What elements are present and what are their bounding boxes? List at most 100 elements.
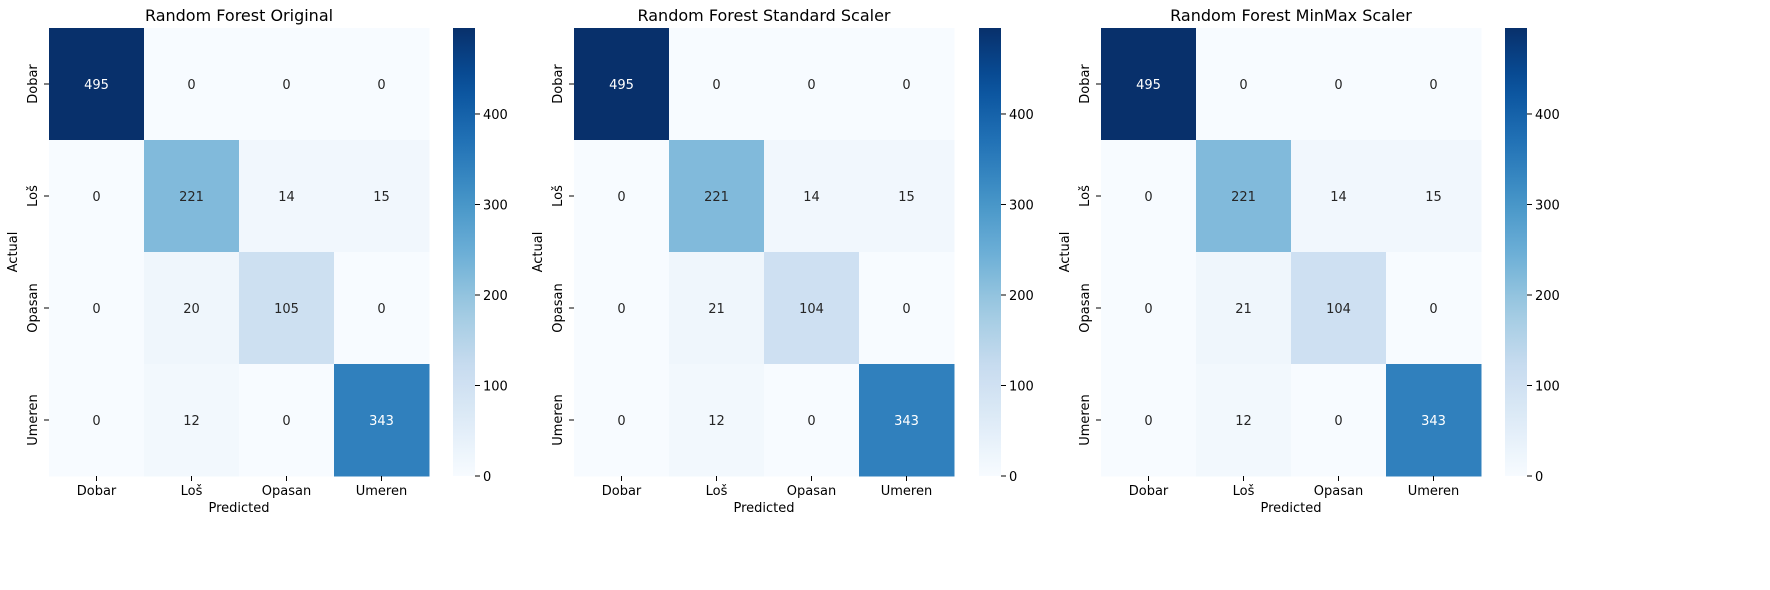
colorbar xyxy=(453,28,475,476)
heatmap-cell xyxy=(859,252,955,365)
colorbar-tick-label: 200 xyxy=(1009,289,1034,304)
y-tick-label: Loš xyxy=(551,185,566,207)
y-tick-label: Opasan xyxy=(26,283,41,332)
cell-value-label: 0 xyxy=(282,78,290,93)
cell-value-label: 343 xyxy=(1421,414,1446,429)
x-tick-label: Loš xyxy=(706,484,728,499)
cell-value-label: 0 xyxy=(1334,78,1342,93)
y-tick-label: Dobar xyxy=(551,64,566,104)
heatmap-cell xyxy=(49,364,145,477)
cell-value-label: 104 xyxy=(799,302,824,317)
x-axis-label: Predicted xyxy=(733,501,794,516)
cell-value-label: 0 xyxy=(1144,190,1152,205)
cell-value-label: 15 xyxy=(373,190,390,205)
heatmap-cell xyxy=(334,364,430,477)
heatmap-panel-3: Random Forest MinMax Scaler 495 0 0 0 0 221 14 1… xyxy=(1058,6,1560,516)
cell-value-label: 0 xyxy=(1144,302,1152,317)
heatmap-cell xyxy=(574,252,670,365)
x-tick-label: Umeren xyxy=(1408,484,1459,499)
heatmap-cell xyxy=(1196,28,1292,141)
x-axis-label: Predicted xyxy=(1260,501,1321,516)
x-tick-label: Loš xyxy=(1233,484,1255,499)
heatmap-panel-2: Random Forest Standard Scaler 495 0 0 0 0 221 1… xyxy=(531,6,1034,516)
cell-value-label: 14 xyxy=(1330,190,1347,205)
cell-value-label: 14 xyxy=(803,190,820,205)
cell-value-label: 0 xyxy=(1239,78,1247,93)
cell-value-label: 20 xyxy=(183,302,200,317)
cell-value-label: 15 xyxy=(898,190,915,205)
y-tick-label: Dobar xyxy=(26,64,41,104)
heatmap-panel-1: Random Forest Original 495 0 0 0 0 221 14 15 0 20 1… xyxy=(6,6,508,516)
heatmap-cell xyxy=(239,364,335,477)
cell-value-label: 0 xyxy=(902,302,910,317)
y-tick-label: Loš xyxy=(26,185,41,207)
heatmap-cell xyxy=(859,364,955,477)
heatmap-cell xyxy=(1386,252,1482,365)
heatmap-cell xyxy=(1386,364,1482,477)
x-tick-label: Loš xyxy=(181,484,203,499)
heatmap-cell xyxy=(764,140,860,253)
heatmap-cell xyxy=(1101,140,1197,253)
y-axis-label: Actual xyxy=(531,232,546,273)
colorbar-tick-label: 0 xyxy=(483,470,491,485)
heatmap-cell xyxy=(1101,252,1197,365)
heatmap-cell xyxy=(669,252,765,365)
heatmap-cell xyxy=(239,140,335,253)
heatmap-cell xyxy=(334,252,430,365)
y-tick-label: Loš xyxy=(1078,185,1093,207)
cell-value-label: 0 xyxy=(1429,302,1437,317)
cell-value-label: 105 xyxy=(274,302,299,317)
heatmap-cell xyxy=(1196,252,1292,365)
cell-value-label: 12 xyxy=(183,414,200,429)
colorbar-tick-label: 400 xyxy=(1009,108,1034,123)
cell-value-label: 12 xyxy=(708,414,725,429)
colorbar-tick-label: 300 xyxy=(1009,198,1034,213)
cell-value-label: 495 xyxy=(609,78,634,93)
cell-value-label: 0 xyxy=(92,414,100,429)
heatmap-cell xyxy=(239,252,335,365)
heatmap-cell xyxy=(334,140,430,253)
heatmap-cell xyxy=(1196,364,1292,477)
colorbar xyxy=(979,28,1001,476)
chart-title: Random Forest MinMax Scaler xyxy=(1170,6,1412,25)
chart-title: Random Forest Standard Scaler xyxy=(637,6,890,25)
cell-value-label: 0 xyxy=(807,78,815,93)
x-tick-label: Umeren xyxy=(356,484,407,499)
cell-value-label: 0 xyxy=(92,190,100,205)
cell-value-label: 221 xyxy=(179,190,204,205)
cell-value-label: 0 xyxy=(617,190,625,205)
heatmap-cell xyxy=(334,28,430,141)
heatmap-cell xyxy=(1291,252,1387,365)
heatmap-cell xyxy=(144,140,240,253)
x-tick-label: Opasan xyxy=(262,484,311,499)
heatmap-cell xyxy=(49,252,145,365)
colorbar-tick-label: 100 xyxy=(483,379,508,394)
heatmap-cell xyxy=(1101,28,1197,141)
cell-value-label: 0 xyxy=(377,302,385,317)
y-tick-label: Umeren xyxy=(26,394,41,445)
cell-value-label: 0 xyxy=(1429,78,1437,93)
x-tick-label: Opasan xyxy=(1314,484,1363,499)
cell-value-label: 0 xyxy=(617,414,625,429)
cell-value-label: 14 xyxy=(278,190,295,205)
cell-value-label: 0 xyxy=(617,302,625,317)
cell-value-label: 0 xyxy=(377,78,385,93)
heatmap-cell xyxy=(1291,140,1387,253)
colorbar-tick-label: 0 xyxy=(1535,470,1543,485)
cell-value-label: 104 xyxy=(1326,302,1351,317)
colorbar-tick-label: 100 xyxy=(1009,379,1034,394)
cell-value-label: 0 xyxy=(187,78,195,93)
cell-value-label: 15 xyxy=(1425,190,1442,205)
heatmap-cell xyxy=(49,28,145,141)
cell-value-label: 12 xyxy=(1235,414,1252,429)
x-tick-label: Dobar xyxy=(1129,484,1169,499)
heatmap-cell xyxy=(144,28,240,141)
colorbar-tick-label: 300 xyxy=(1535,198,1560,213)
cell-value-label: 0 xyxy=(1334,414,1342,429)
cell-value-label: 343 xyxy=(894,414,919,429)
cell-value-label: 0 xyxy=(807,414,815,429)
cell-value-label: 0 xyxy=(1144,414,1152,429)
y-tick-label: Opasan xyxy=(1078,283,1093,332)
heatmap-cell xyxy=(1386,28,1482,141)
